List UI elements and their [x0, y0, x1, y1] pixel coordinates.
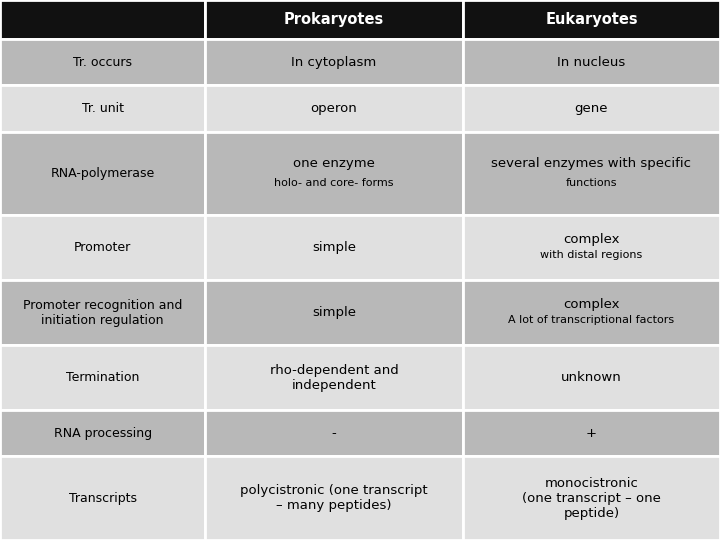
Text: complex: complex [563, 233, 620, 246]
Text: Eukaryotes: Eukaryotes [545, 12, 638, 27]
Bar [463, 215, 720, 280]
Text: RNA processing: RNA processing [53, 427, 152, 440]
Bar [0, 345, 205, 410]
Bar [463, 410, 720, 456]
Bar [0, 132, 205, 215]
Bar [463, 280, 720, 345]
Bar [463, 0, 720, 39]
Text: Transcripts: Transcripts [68, 492, 137, 505]
Text: gene: gene [575, 102, 608, 115]
Text: polycistronic (one transcript
– many peptides): polycistronic (one transcript – many pep… [240, 484, 428, 512]
Text: -: - [332, 427, 336, 440]
Text: monocistronic
(one transcript – one
peptide): monocistronic (one transcript – one pept… [522, 477, 661, 519]
Text: Promoter: Promoter [74, 241, 131, 254]
Text: functions: functions [566, 178, 617, 188]
Text: with distal regions: with distal regions [540, 251, 643, 260]
Bar [463, 132, 720, 215]
Text: unknown: unknown [561, 371, 622, 384]
Bar [463, 345, 720, 410]
Bar [0, 456, 205, 540]
Text: complex: complex [563, 298, 620, 312]
Text: operon: operon [311, 102, 357, 115]
Text: one enzyme: one enzyme [293, 157, 375, 170]
Text: In cytoplasm: In cytoplasm [292, 56, 377, 69]
Bar [205, 0, 463, 39]
Bar [0, 0, 205, 39]
Text: Tr. occurs: Tr. occurs [73, 56, 132, 69]
Text: several enzymes with specific: several enzymes with specific [492, 157, 691, 170]
Bar [205, 280, 463, 345]
Bar [205, 345, 463, 410]
Bar [205, 215, 463, 280]
Text: simple: simple [312, 306, 356, 319]
Bar [205, 85, 463, 132]
Bar [0, 85, 205, 132]
Bar [0, 410, 205, 456]
Text: A lot of transcriptional factors: A lot of transcriptional factors [508, 315, 675, 326]
Bar [0, 39, 205, 85]
Bar [0, 280, 205, 345]
Text: Prokaryotes: Prokaryotes [284, 12, 384, 27]
Bar [463, 39, 720, 85]
Bar [205, 410, 463, 456]
Text: simple: simple [312, 241, 356, 254]
Text: holo- and core- forms: holo- and core- forms [274, 178, 394, 188]
Bar [205, 456, 463, 540]
Bar [463, 85, 720, 132]
Bar [205, 132, 463, 215]
Text: In nucleus: In nucleus [557, 56, 626, 69]
Bar [463, 456, 720, 540]
Text: Tr. unit: Tr. unit [81, 102, 124, 115]
Text: Promoter recognition and
initiation regulation: Promoter recognition and initiation regu… [23, 299, 182, 327]
Text: Termination: Termination [66, 371, 139, 384]
Bar [0, 215, 205, 280]
Text: RNA-polymerase: RNA-polymerase [50, 167, 155, 180]
Text: rho-dependent and
independent: rho-dependent and independent [270, 363, 398, 392]
Text: +: + [586, 427, 597, 440]
Bar [205, 39, 463, 85]
